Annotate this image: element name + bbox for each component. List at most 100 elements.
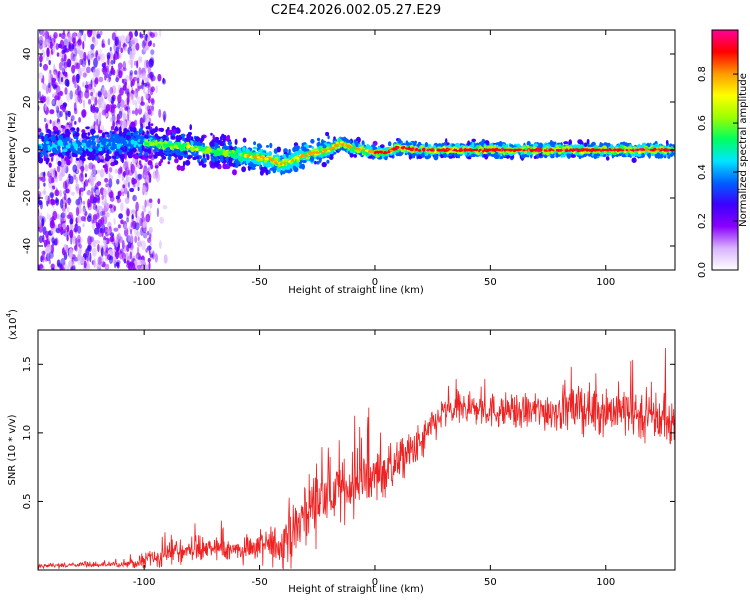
spectrogram-cell [108, 204, 113, 209]
spectrogram-cell [97, 56, 101, 61]
spectrogram-cell [38, 235, 43, 244]
spectrogram-cell [101, 40, 104, 48]
spectrogram-cell [93, 168, 97, 175]
spectrogram-cell [149, 253, 154, 258]
spectrogram-cell [54, 264, 58, 270]
spectrogram-cell [58, 52, 63, 58]
spectrogram-cell [81, 142, 86, 147]
spectrogram-cell [49, 119, 52, 124]
spectrogram-cell [72, 164, 78, 173]
spectrogram-cell [131, 48, 136, 56]
spectrogram-cell [154, 126, 158, 133]
spectrogram-cell [42, 234, 45, 243]
spectrogram-cell [105, 138, 112, 142]
spectrogram-cell [152, 142, 155, 146]
spectrogram-cell [62, 102, 68, 108]
spectrogram-cell [70, 144, 74, 150]
spectrogram-cell [38, 145, 41, 150]
spectrogram-cell [397, 138, 402, 145]
spectrogram-cell [54, 189, 60, 197]
spectrogram-cell [53, 130, 59, 135]
spectrogram-cell [124, 197, 130, 204]
spectrogram-cell [122, 184, 126, 189]
spectrogram-cell [146, 130, 149, 135]
spectrogram-cell [526, 141, 530, 145]
spectrogram-cell [69, 224, 74, 229]
spectrogram-cell [220, 157, 224, 163]
spectrogram-cell [146, 230, 150, 236]
spectrogram-cell [74, 47, 78, 57]
spectrogram-cell [145, 126, 151, 130]
spectrogram-cell [75, 157, 80, 161]
spectrogram-cell [109, 236, 115, 243]
spectrogram-cell [316, 156, 320, 160]
spectrogram-cell [113, 156, 117, 160]
spectrogram-cell [125, 106, 129, 111]
spectrogram-cell [39, 43, 43, 50]
spectrogram-cell [46, 47, 50, 58]
spectrogram-cell [138, 104, 142, 110]
spectrogram-cell [68, 178, 71, 185]
spectrogram-cell [67, 32, 73, 43]
spectrogram-cell [52, 120, 58, 128]
spectrogram-cell [61, 66, 65, 73]
spectrogram-cell [100, 247, 104, 258]
spectrogram-cell [79, 245, 83, 255]
spectrogram-cell [89, 136, 94, 140]
spectrogram-cell [43, 117, 47, 123]
spectrogram-cell [129, 251, 133, 260]
spectrogram-cell [80, 256, 85, 264]
spectrogram-cell [99, 136, 103, 143]
spectrogram-cell [470, 153, 476, 157]
spectrogram-cell [248, 166, 251, 171]
spectrogram-cell [104, 177, 109, 183]
spectrogram-cell [139, 85, 142, 90]
spectrogram-cell [126, 244, 130, 252]
spectrogram-cell [67, 110, 71, 118]
spectrogram-cell [118, 250, 123, 260]
spectrogram-cell [130, 37, 135, 46]
spectrogram-cell [72, 236, 76, 245]
spectrogram-cell [133, 90, 139, 98]
spectrogram-cell [98, 99, 102, 109]
spectrogram-cell [87, 132, 91, 136]
spectrogram-cell [66, 199, 71, 205]
spectrogram-cell [591, 141, 596, 147]
spectrogram-cell [50, 41, 53, 50]
spectrogram-cell [606, 142, 611, 147]
spectrogram-cell [90, 43, 95, 50]
spectrogram-cell [471, 141, 475, 148]
spectrogram-cell [104, 263, 110, 270]
spectrogram-cell [126, 88, 130, 95]
spectrogram-cell [129, 50, 133, 60]
spectrogram-cell [207, 149, 213, 153]
spectrogram-cell [164, 151, 170, 155]
spectrogram-cell [96, 143, 100, 149]
spectrogram-cell [55, 134, 58, 141]
spectrogram-cell [184, 159, 191, 166]
spectrogram-cell [100, 96, 104, 103]
spectrogram-cell [349, 151, 354, 158]
spectrogram-cell [157, 143, 161, 147]
spectrogram-cell [159, 216, 165, 224]
spectrogram-cell [201, 157, 207, 161]
spectrogram-cell [148, 198, 153, 203]
spectrogram-cell [95, 221, 98, 227]
spectrogram-cell [183, 150, 188, 155]
spectrogram-cell [71, 191, 75, 196]
spectrogram-cell [39, 62, 42, 67]
spectrogram-cell [85, 80, 88, 91]
spectrogram-cell [87, 30, 93, 35]
spectrogram-cell [158, 108, 162, 118]
spectrogram-cell [550, 142, 556, 148]
spectrogram-cell [72, 149, 77, 153]
spectrogram-cell [440, 154, 444, 159]
spectrogram-cell [316, 160, 320, 165]
spectrogram-cell [87, 235, 92, 246]
spectrogram-cell [76, 73, 80, 80]
spectrogram-cell [125, 175, 129, 182]
spectrogram-cell [86, 215, 92, 223]
spectrogram-cell [79, 172, 84, 182]
spectrogram-cell [140, 101, 145, 106]
spectrogram-cell [68, 43, 72, 52]
